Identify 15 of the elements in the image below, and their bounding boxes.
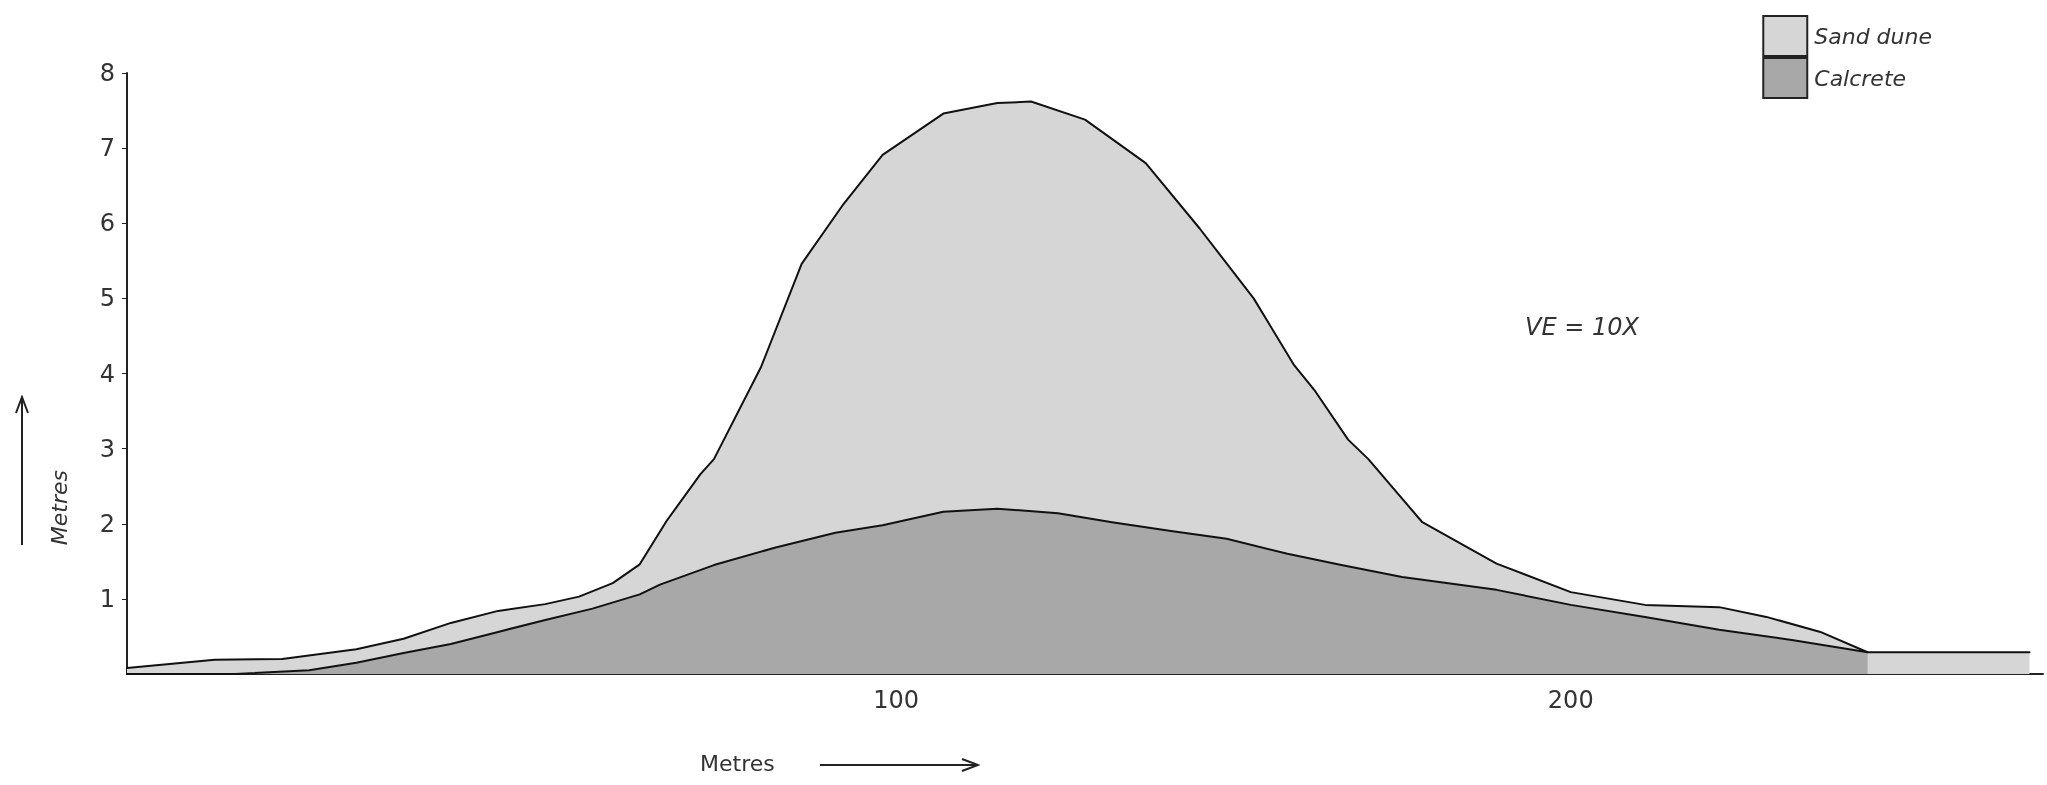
y-tick-label: 8: [99, 59, 115, 87]
y-axis-title: Metres: [46, 470, 72, 546]
y-tick-label: 1: [99, 584, 115, 613]
y-tick-label: 3: [99, 434, 115, 463]
x-tick-label: 100: [873, 686, 919, 714]
y-tick-label: 5: [99, 284, 115, 313]
y-tick-label: 4: [99, 359, 115, 388]
y-tick-label: 2: [99, 509, 115, 538]
annotation: VE = 10X: [1525, 313, 1640, 341]
legend-label: Sand dune: [1814, 23, 1932, 49]
legend-label: Calcrete: [1814, 65, 1907, 91]
x-axis-title: Metres: [700, 750, 775, 776]
y-tick-label: 7: [99, 134, 115, 163]
y-tick-label: 6: [99, 209, 115, 238]
x-tick-label: 200: [1547, 686, 1594, 714]
